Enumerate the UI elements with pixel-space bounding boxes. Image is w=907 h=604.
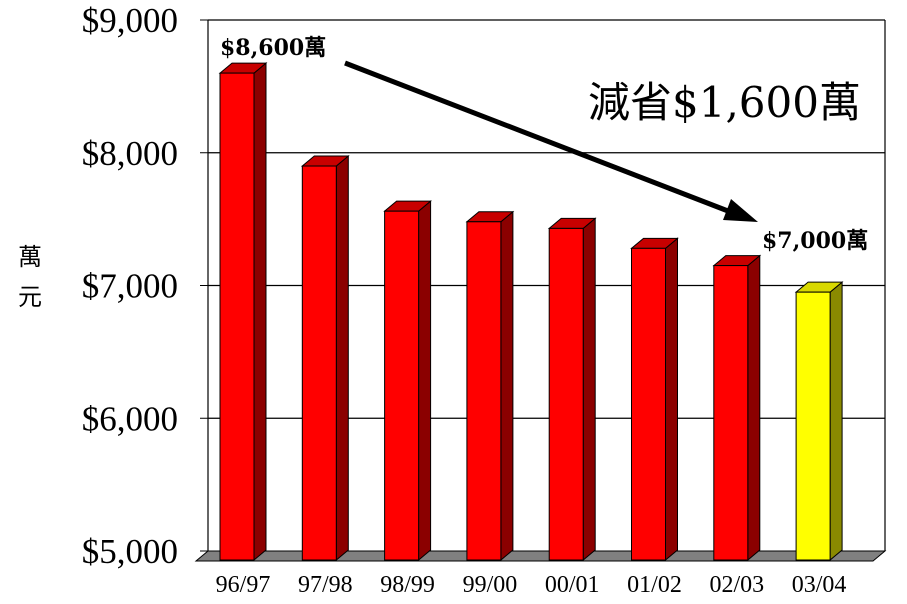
bar-front bbox=[466, 221, 502, 561]
bar-99/00 bbox=[465, 210, 515, 562]
y-tick-label: $8,000 bbox=[82, 134, 178, 173]
x-axis-labels: 96/97 97/98 98/99 99/00 00/01 01/02 02/03 03/04 bbox=[216, 572, 847, 598]
y-axis-label-line2: 元 bbox=[18, 283, 42, 311]
y-tick-label: $6,000 bbox=[82, 399, 178, 438]
y-tick-label: $7,000 bbox=[82, 267, 178, 306]
bar-01/02 bbox=[630, 237, 679, 562]
bar-side bbox=[500, 210, 514, 562]
bar-side bbox=[747, 254, 761, 562]
savings-annotation: 減省$1,600萬 bbox=[588, 78, 861, 127]
bar-front bbox=[795, 291, 831, 561]
end-value-annotation: $7,000萬 bbox=[762, 228, 868, 254]
x-tick-label: 00/01 bbox=[545, 572, 600, 598]
bar-side bbox=[665, 237, 678, 562]
bar-00/01 bbox=[547, 217, 597, 562]
trend-arrow-head bbox=[723, 199, 758, 222]
bars bbox=[218, 62, 844, 562]
bar-front bbox=[713, 265, 749, 561]
bar-97/98 bbox=[300, 154, 350, 562]
bar-side bbox=[418, 200, 432, 562]
bar-side bbox=[829, 281, 843, 562]
y-axis-ticks: $5,000 $6,000 $7,000 $8,000 $9,000 bbox=[82, 1, 208, 571]
bar-front bbox=[219, 72, 255, 561]
bar-03/04 bbox=[794, 281, 844, 562]
trend-arrow-line bbox=[344, 60, 729, 214]
floor-surface bbox=[194, 550, 887, 562]
bar-02/03 bbox=[712, 254, 762, 562]
x-tick-label: 01/02 bbox=[627, 572, 682, 598]
bar-side bbox=[582, 217, 596, 562]
bar-front bbox=[301, 165, 337, 561]
chart-floor bbox=[194, 550, 887, 562]
x-tick-label: 99/00 bbox=[463, 572, 518, 598]
bar-96/97 bbox=[218, 62, 268, 562]
x-tick-label: 98/99 bbox=[380, 572, 435, 598]
x-tick-label: 96/97 bbox=[216, 572, 271, 598]
y-tick-label: $9,000 bbox=[82, 1, 178, 40]
x-tick-label: 03/04 bbox=[792, 572, 847, 598]
start-value-annotation: $8,600萬 bbox=[220, 35, 326, 61]
x-tick-label: 02/03 bbox=[709, 572, 764, 598]
bar-front bbox=[384, 210, 420, 561]
y-tick-label: $5,000 bbox=[82, 532, 178, 571]
bar-side bbox=[335, 154, 349, 562]
bar-front bbox=[631, 247, 666, 561]
x-tick-label: 97/98 bbox=[298, 572, 353, 598]
bar-side bbox=[253, 62, 267, 562]
y-axis-label-line1: 萬 bbox=[18, 243, 42, 271]
bar-front bbox=[548, 227, 584, 561]
trend-arrow bbox=[344, 60, 758, 222]
bar-98/99 bbox=[383, 200, 432, 562]
